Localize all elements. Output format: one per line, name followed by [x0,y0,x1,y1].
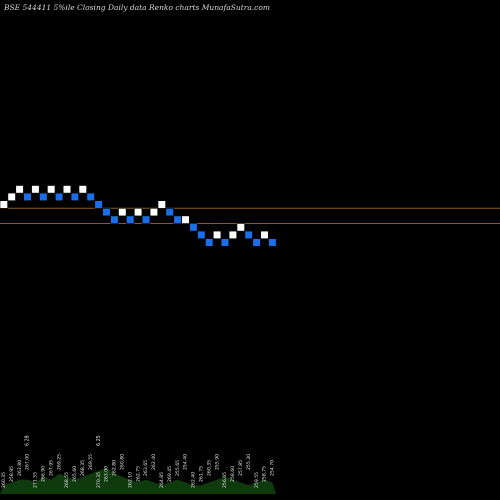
price-label-19: 262.40 [151,454,157,470]
down-brick-32 [252,238,261,247]
price-label-22: 255.65 [175,460,181,476]
up-brick-23 [181,215,190,224]
up-brick-2 [15,185,24,194]
price-label-21: 269.45 [167,466,173,482]
price-label-26: 260.35 [206,460,212,476]
down-brick-13 [102,208,111,217]
down-brick-18 [141,215,151,224]
up-brick-33 [260,230,269,240]
down-brick-16 [126,215,135,224]
up-brick-30 [236,223,245,232]
price-label-28: 256.65 [222,472,228,488]
up-brick-6 [47,185,56,194]
renko-bricks [0,185,277,247]
price-label-1: 258.95 [9,466,15,482]
price-label-9: 265.60 [72,466,78,482]
down-brick-26 [205,238,214,247]
up-brick-27 [213,230,222,240]
price-label-7: 269.25 [56,454,62,470]
down-brick-3 [23,192,32,202]
down-brick-11 [86,192,95,202]
volume-area [0,468,277,494]
price-label-24: 262.40 [191,472,197,488]
up-brick-8 [62,185,72,194]
price-label-25: 261.75 [199,466,205,482]
down-brick-9 [70,192,79,202]
down-brick-22 [173,215,182,224]
down-brick-5 [39,192,48,202]
price-label-27: 255.90 [214,454,220,470]
up-brick-1 [7,192,16,202]
down-brick-25 [197,230,206,240]
price-label-31: 255.30 [246,454,252,470]
volume-fill [0,468,277,494]
price-label-14: 262.80 [112,460,118,476]
down-brick-21 [165,208,174,217]
down-brick-28 [220,238,230,247]
price-label-8: 268.55 [64,472,70,488]
price-label-4: 271.55 [33,472,39,488]
price-label-2: 263.80 [17,460,23,476]
price-label-16: 262.10 [127,472,133,488]
down-brick-31 [244,230,253,240]
up-brick-4 [31,185,40,194]
price-label-33: 258.75 [262,466,268,482]
price-label-23: 254.40 [183,454,189,470]
price-label-13: 263.00 [104,466,110,482]
up-brick-15 [118,208,127,217]
down-brick-14 [110,215,119,224]
price-label-29: 258.60 [230,466,236,482]
up-brick-17 [134,208,143,217]
price-label-34: 254.70 [270,460,276,476]
down-brick-24 [189,223,198,232]
price-label-32: 259.55 [254,472,260,488]
up-brick-20 [157,200,166,209]
price-label-18: 263.65 [143,460,149,476]
level-lines [0,207,500,224]
price-label-30: 257.85 [238,460,244,476]
price-label-3: 267.00 [25,454,31,470]
up-brick-19 [149,208,159,217]
price-label-10: 268.35 [80,460,86,476]
price-label-17: 262.75 [135,466,141,482]
price-label-5: 266.90 [41,466,47,482]
price-label-11: 269.55 [88,454,94,470]
price-label-15: 260.80 [120,454,126,470]
price-label-12: 270.35 [96,472,102,488]
up-brick-10 [78,185,87,194]
price-label-20: 264.85 [159,472,165,488]
down-brick-12 [94,200,103,209]
down-brick-7 [54,192,64,202]
down-brick-34 [268,238,277,247]
price-label-0: 260.35 [1,472,7,488]
peak-label-0: 6.28 [25,435,31,446]
price-label-6: 267.95 [48,460,54,476]
peak-label-1: 6.25 [96,435,102,446]
up-brick-29 [228,230,238,240]
up-brick-0 [0,200,8,209]
chart-title: BSE 544411 5%ile Closing Daily data Renk… [4,3,271,12]
